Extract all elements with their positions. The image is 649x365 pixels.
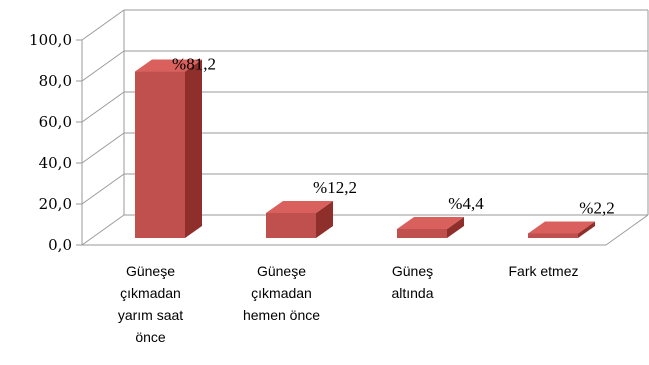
category-label: Fark etmez bbox=[508, 263, 578, 279]
data-label: %2,2 bbox=[579, 198, 614, 217]
bar-top bbox=[528, 221, 595, 234]
bar-top bbox=[397, 216, 464, 229]
bar-side bbox=[185, 59, 202, 238]
bar-front bbox=[397, 228, 447, 238]
y-tick-label: 0,0 bbox=[48, 236, 72, 254]
bar-front bbox=[266, 212, 316, 238]
category-label: Güneş altında bbox=[391, 263, 433, 301]
gridlines bbox=[81, 9, 649, 246]
gridline-side bbox=[81, 50, 125, 82]
gridline-side bbox=[81, 173, 125, 205]
category-label-line: Güneşe bbox=[126, 263, 175, 279]
category-label-line: hemen önce bbox=[243, 307, 320, 323]
floor-right-edge bbox=[605, 214, 649, 246]
gridline-side bbox=[81, 91, 125, 123]
y-tick-label: 40,0 bbox=[39, 154, 72, 172]
data-labels: %81,2 %12,2 %4,4 %2,2 bbox=[172, 55, 615, 218]
y-tick-label: 60,0 bbox=[39, 113, 72, 131]
x-axis-categories: Güneşe çıkmadan yarım saat önce Güneşe çıkmad… bbox=[118, 263, 579, 345]
category-label-line: önce bbox=[135, 329, 166, 345]
y-axis-ticks: 0,0 20,0 40,0 60,0 80,0 100,0 bbox=[29, 31, 82, 254]
bar bbox=[528, 221, 595, 238]
bar-front bbox=[135, 71, 185, 238]
y-tick-label: 20,0 bbox=[39, 195, 72, 213]
bar-side bbox=[578, 221, 595, 238]
bar bbox=[266, 200, 333, 238]
bar-side bbox=[316, 200, 333, 238]
bar-top bbox=[135, 59, 202, 72]
category-label-line: çıkmadan bbox=[120, 285, 181, 301]
gridline-side bbox=[81, 132, 125, 164]
y-tick-label: 100,0 bbox=[29, 31, 72, 49]
data-label: %12,2 bbox=[313, 178, 357, 197]
data-label: %81,2 bbox=[172, 55, 216, 74]
bar bbox=[135, 59, 202, 238]
gridline-side bbox=[81, 214, 125, 246]
category-label-line: Güneş bbox=[392, 263, 433, 279]
bar-side bbox=[447, 216, 464, 238]
data-label: %4,4 bbox=[448, 194, 484, 213]
bar bbox=[397, 216, 464, 238]
y-tick-label: 80,0 bbox=[39, 72, 72, 90]
category-label-line: Fark etmez bbox=[508, 263, 578, 279]
bars bbox=[135, 59, 595, 238]
category-label-line: altında bbox=[391, 285, 433, 301]
category-label-line: Güneşe bbox=[257, 263, 306, 279]
category-label-line: yarım saat bbox=[118, 307, 183, 323]
bar-front bbox=[528, 233, 578, 238]
gridline-side bbox=[81, 9, 125, 41]
category-label: Güneşe çıkmadan hemen önce bbox=[243, 263, 320, 323]
category-label: Güneşe çıkmadan yarım saat önce bbox=[118, 263, 183, 345]
category-label-line: çıkmadan bbox=[251, 285, 312, 301]
bar-top bbox=[266, 200, 333, 213]
